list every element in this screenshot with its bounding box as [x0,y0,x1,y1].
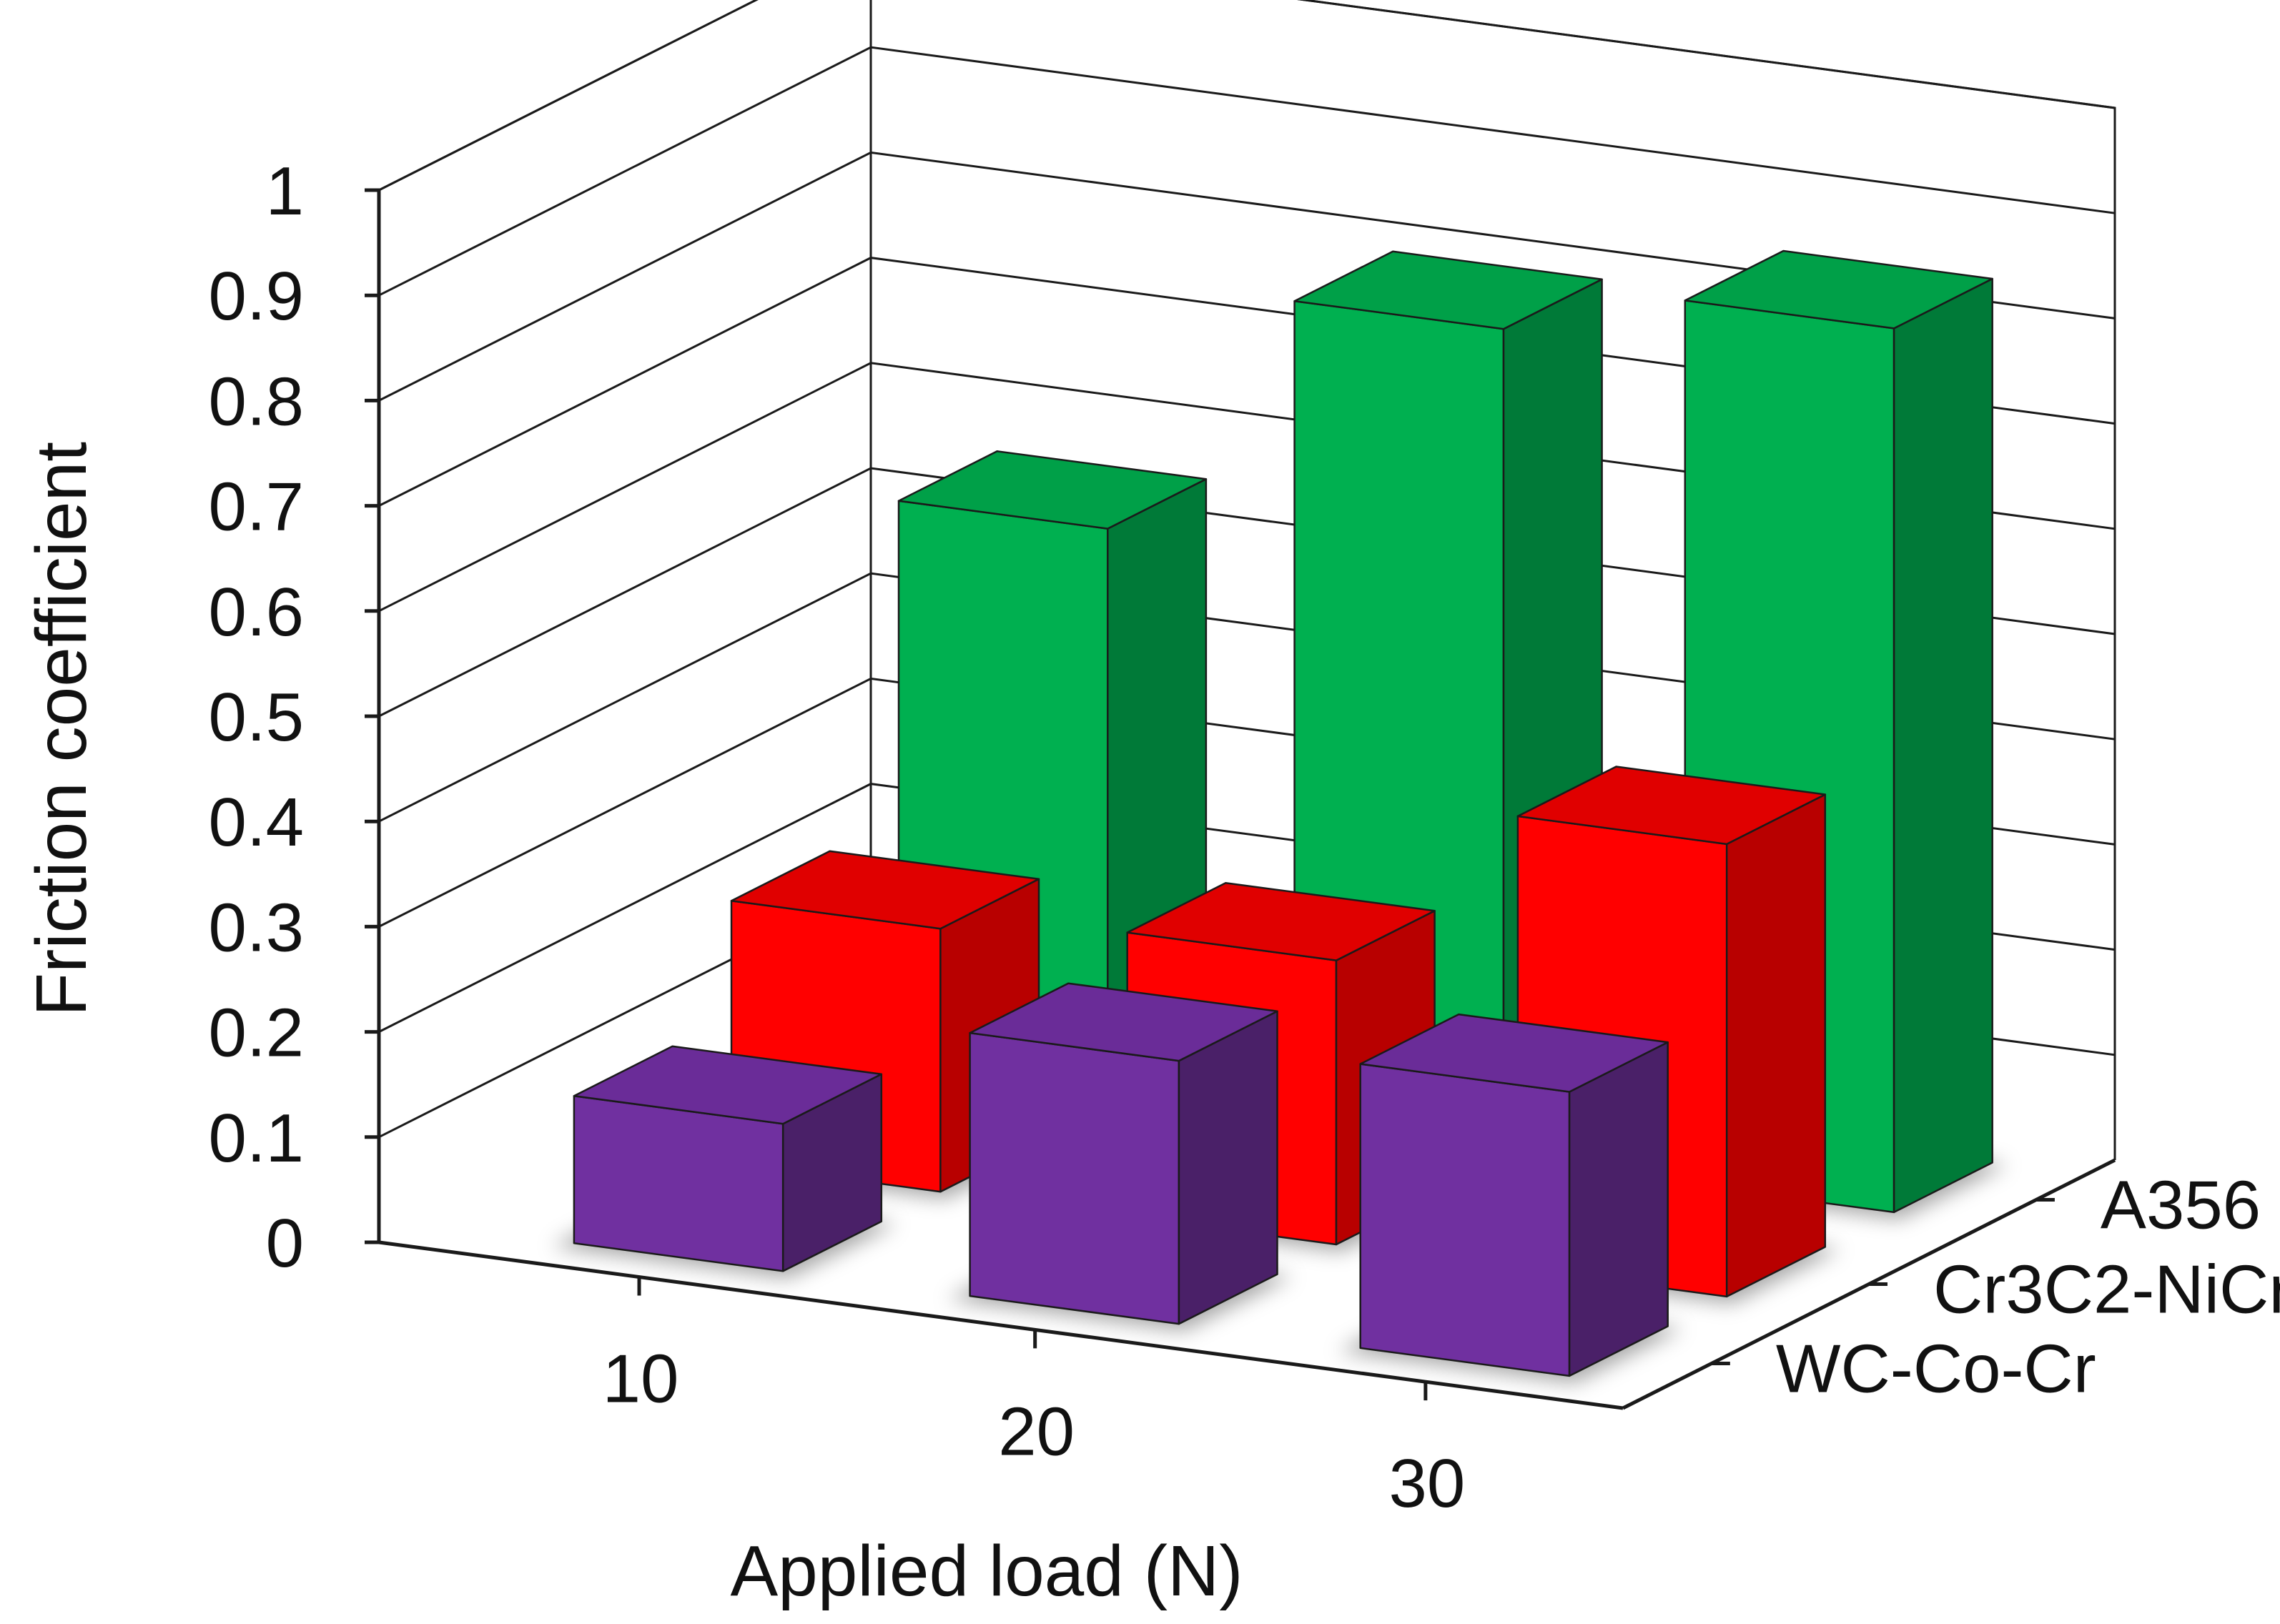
x-axis-line [378,1240,1624,1410]
y-tick-label: 0.4 [209,784,304,861]
axes [365,188,2116,1410]
series-label: Cr3C2-NiCr [1933,1252,2280,1328]
bar-top-face [730,850,1040,930]
bar-top-face [573,1045,883,1125]
gridline [378,151,2116,402]
bar-top-face [1126,881,1436,961]
gridline [378,0,2116,192]
bar-top-face [1293,250,1603,330]
x-tick-label: 20 [998,1393,1075,1470]
x-tick-label: 10 [603,1341,679,1417]
bars [551,249,2008,1383]
y-tick-label: 0.6 [209,574,304,650]
bar-front-face [573,1094,784,1272]
bar-side-face [1892,277,1993,1214]
y-tick-label: 0.7 [209,469,304,545]
x-tick-label: 30 [1388,1445,1465,1522]
y-tick-label: 0.2 [209,995,304,1071]
x-axis-title: Applied load (N) [730,1531,1243,1611]
series-label: A356 [2101,1167,2261,1244]
bar-side-face [1725,793,1827,1298]
y-tick-label: 0.1 [209,1100,304,1177]
bar-WC-Co-Cr-20 [947,982,1293,1331]
bar-side-face [1568,1041,1669,1377]
gridline [378,46,2116,297]
y-tick-label: 0 [266,1205,304,1282]
y-axis-title: Friction coefficient [21,442,102,1016]
y-tick-label: 0.9 [209,258,304,335]
bar-front-face [1359,1063,1571,1377]
bar-side-face [1178,1010,1278,1325]
bar-top-face [969,982,1278,1062]
y-tick-label: 0.8 [209,363,304,440]
labels: Friction coefficient Applied load (N) 0 0… [21,153,2280,1611]
bar-top-face [1516,766,1827,846]
bar-WC-Co-Cr-30 [1338,1013,1683,1383]
bar-front-face [969,1031,1180,1325]
series-label: WC-Co-Cr [1776,1331,2096,1407]
bar-top-face [1359,1013,1669,1093]
bar-top-face [897,450,1208,530]
y-tick-label: 1 [266,153,304,229]
y-tick-label: 0.3 [209,889,304,966]
y-tick-label: 0.5 [209,679,304,756]
bar-WC-Co-Cr-10 [551,1045,897,1278]
bar-top-face [1684,249,1993,330]
